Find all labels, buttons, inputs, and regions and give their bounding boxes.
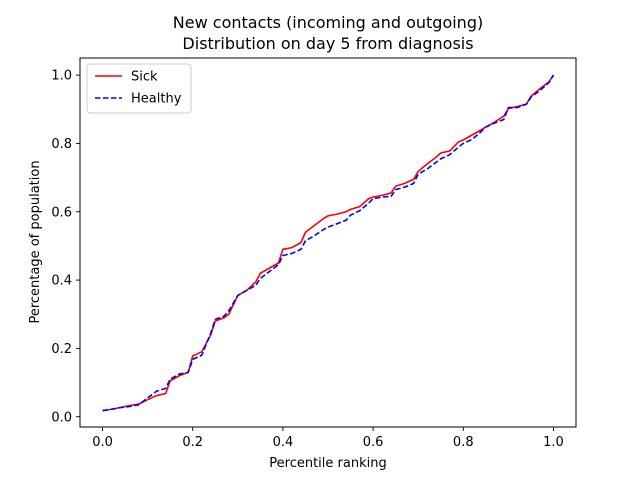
y-tick-label: 0.6 — [51, 205, 72, 220]
y-tick-label: 0.8 — [51, 137, 72, 152]
y-axis: 0.0 0.2 0.4 0.6 0.8 1.0 — [51, 69, 80, 425]
series-layer — [102, 74, 555, 412]
y-tick-label: 1.0 — [51, 69, 72, 84]
y-tick-label: 0.0 — [51, 410, 72, 425]
plot-frame — [79, 57, 577, 428]
x-axis: 0.0 0.2 0.4 0.6 0.8 1.0 — [92, 427, 564, 450]
x-axis-label: Percentile ranking — [269, 456, 386, 471]
y-tick-label: 0.4 — [51, 274, 72, 289]
series-line-sick — [102, 74, 555, 412]
x-tick-label: 0.0 — [92, 435, 113, 450]
y-axis-label: Percentage of population — [28, 160, 43, 323]
series-line-healthy — [102, 74, 555, 412]
x-tick-label: 1.0 — [543, 435, 564, 450]
y-tick-label: 0.2 — [51, 342, 72, 357]
x-tick-label: 0.2 — [182, 435, 203, 450]
x-tick-label: 0.4 — [273, 435, 294, 450]
x-tick-label: 0.6 — [363, 435, 384, 450]
legend-label-healthy: Healthy — [131, 92, 182, 107]
x-tick-label: 0.8 — [453, 435, 474, 450]
chart-title-line-1: New contacts (incoming and outgoing) — [173, 13, 483, 32]
legend: Sick Healthy — [86, 63, 192, 114]
chart-title-line-2: Distribution on day 5 from diagnosis — [182, 34, 473, 53]
legend-label-sick: Sick — [131, 70, 158, 85]
